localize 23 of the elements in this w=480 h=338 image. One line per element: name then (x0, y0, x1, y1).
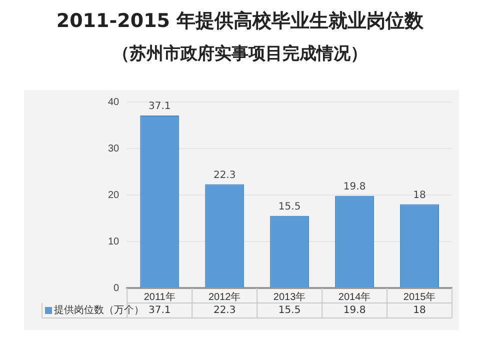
x-tick-label: 2011年 (144, 290, 176, 303)
data-label: 18 (413, 305, 426, 316)
data-label: 15.5 (278, 305, 301, 316)
x-tick-label: 2012年 (208, 290, 241, 303)
x-tick-label: 2015年 (403, 290, 436, 303)
annotation: 19.8 (343, 182, 366, 193)
annotation: 18 (413, 190, 426, 201)
y-tick-label: 0 (114, 282, 120, 294)
y-tick-label: 10 (108, 236, 120, 248)
x-tick-label: 2013年 (273, 290, 306, 303)
chart-title: 2011-2015 年提供高校毕业生就业岗位数 (55, 9, 425, 34)
legend-label: 提供岗位数（万个） (54, 304, 144, 316)
y-tick-label: 30 (108, 143, 120, 154)
y-tick-label: 40 (108, 96, 120, 108)
y-tick-label: 20 (108, 190, 120, 201)
annotation: 22.3 (213, 170, 236, 181)
annotation: 37.1 (148, 101, 171, 112)
x-tick-label: 2014年 (338, 290, 371, 303)
data-label: 19.8 (343, 305, 366, 316)
annotation: 15.5 (278, 202, 301, 213)
chart-subtitle: （苏州市政府实事项目完成情况） (112, 43, 368, 65)
data-label: 37.1 (148, 305, 171, 316)
data-label: 22.3 (213, 305, 236, 316)
